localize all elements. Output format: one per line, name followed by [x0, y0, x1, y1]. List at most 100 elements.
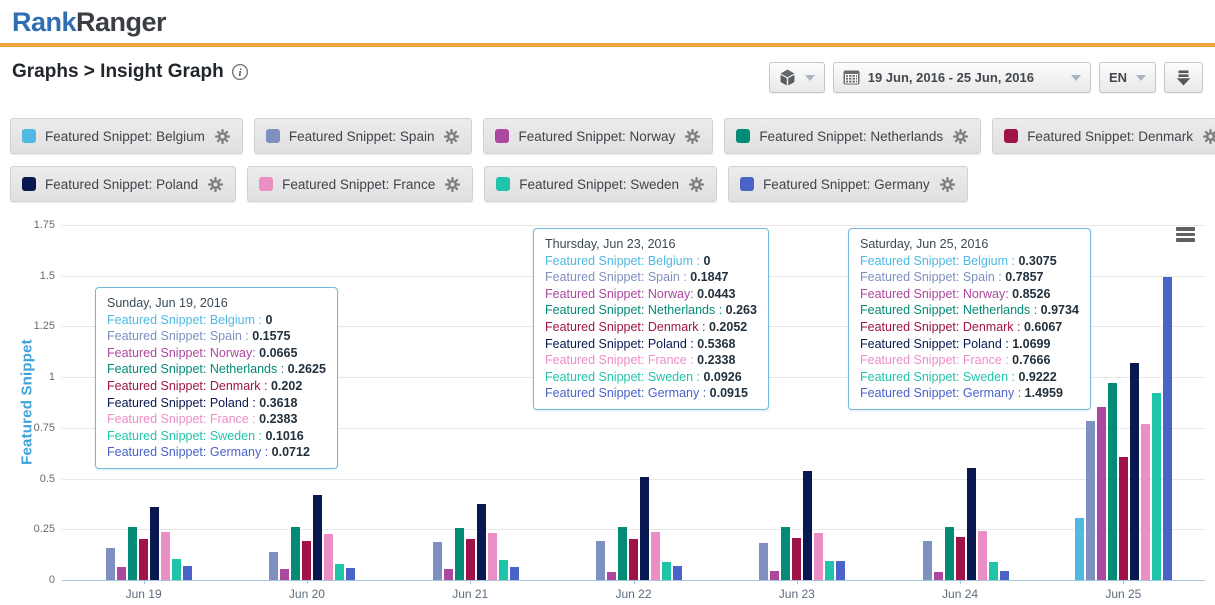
bar-spain[interactable]: [106, 548, 116, 580]
bar-france[interactable]: [324, 534, 334, 580]
rankranger-logo[interactable]: RankRanger: [12, 7, 167, 38]
tooltip-value: 0.0443: [697, 286, 736, 301]
bar-germany[interactable]: [836, 561, 846, 580]
bar-netherlands[interactable]: [781, 527, 791, 580]
series-color-swatch: [1004, 129, 1019, 143]
download-button[interactable]: [1164, 62, 1203, 93]
bar-netherlands[interactable]: [454, 528, 464, 580]
bar-poland[interactable]: [313, 495, 323, 580]
bar-norway[interactable]: [770, 571, 780, 580]
legend-chip-belgium[interactable]: Featured Snippet: Belgium: [10, 118, 243, 154]
bar-netherlands[interactable]: [128, 527, 138, 580]
bar-norway[interactable]: [117, 567, 127, 580]
legend-chip-france[interactable]: Featured Snippet: France: [247, 166, 474, 202]
bar-spain[interactable]: [269, 552, 279, 580]
legend-chip-poland[interactable]: Featured Snippet: Poland: [10, 166, 237, 202]
bar-norway[interactable]: [933, 572, 943, 580]
bar-netherlands[interactable]: [617, 527, 627, 580]
bar-denmark[interactable]: [302, 541, 312, 580]
legend-chip-germany[interactable]: Featured Snippet: Germany: [728, 166, 968, 202]
bar-sweden[interactable]: [335, 564, 345, 580]
bar-sweden[interactable]: [498, 560, 508, 580]
bar-denmark[interactable]: [139, 539, 149, 580]
bar-sweden[interactable]: [172, 559, 182, 580]
bar-germany[interactable]: [509, 567, 519, 580]
tooltip-separator: :: [994, 270, 1006, 285]
bar-germany[interactable]: [999, 571, 1009, 580]
date-range-label: 19 Jun, 2016 - 25 Jun, 2016: [867, 70, 1034, 85]
language-select-button[interactable]: EN: [1098, 62, 1156, 93]
bar-poland[interactable]: [803, 471, 813, 580]
bar-france[interactable]: [161, 532, 171, 580]
legend-chip-sweden[interactable]: Featured Snippet: Sweden: [484, 166, 718, 202]
tooltip-value: 0.7666: [1012, 353, 1051, 368]
gear-icon[interactable]: [1203, 128, 1215, 144]
bar-denmark[interactable]: [1118, 457, 1128, 580]
tooltip-row: Featured Snippet: Denmark : 0.6067: [860, 319, 1079, 336]
module-select-button[interactable]: [768, 62, 825, 93]
bar-france[interactable]: [487, 533, 497, 580]
bar-denmark[interactable]: [955, 537, 965, 580]
tooltip-value: 0.0926: [703, 369, 742, 384]
bar-norway[interactable]: [606, 572, 616, 580]
bar-poland[interactable]: [150, 507, 160, 580]
tooltip-value: 0: [265, 312, 273, 327]
legend-chip-netherlands[interactable]: Featured Snippet: Netherlands: [724, 118, 982, 154]
bar-denmark[interactable]: [465, 539, 475, 580]
gear-icon[interactable]: [444, 128, 460, 144]
bar-poland[interactable]: [476, 504, 486, 580]
bar-sweden[interactable]: [1151, 393, 1161, 580]
bar-denmark[interactable]: [792, 538, 802, 580]
series-legend: Featured Snippet: Belgium Featured Snippe…: [10, 118, 1215, 214]
tooltip-separator: :: [699, 386, 710, 401]
tooltip-value: 0.1575: [252, 329, 291, 344]
bar-france[interactable]: [977, 531, 987, 580]
bar-france[interactable]: [1140, 424, 1150, 580]
bar-denmark[interactable]: [628, 539, 638, 580]
bar-belgium[interactable]: [1074, 518, 1084, 580]
bar-poland[interactable]: [1129, 363, 1139, 580]
bar-spain[interactable]: [759, 543, 769, 580]
bar-poland[interactable]: [639, 477, 649, 580]
tooltip-value: 1.4959: [1024, 386, 1063, 401]
bar-sweden[interactable]: [661, 562, 671, 580]
info-icon[interactable]: i: [231, 63, 249, 81]
bar-germany[interactable]: [672, 566, 682, 580]
bar-germany[interactable]: [183, 566, 193, 580]
chart-menu-icon[interactable]: [1176, 227, 1195, 244]
date-range-button[interactable]: 19 Jun, 2016 - 25 Jun, 2016: [832, 62, 1091, 93]
legend-row: Featured Snippet: Belgium Featured Snippe…: [10, 118, 1215, 154]
bar-netherlands[interactable]: [291, 527, 301, 580]
tooltip-separator: :: [698, 319, 709, 334]
bar-norway[interactable]: [443, 569, 453, 580]
bar-sweden[interactable]: [825, 561, 835, 580]
bar-netherlands[interactable]: [1107, 383, 1117, 580]
bar-france[interactable]: [650, 532, 660, 580]
bar-spain[interactable]: [432, 542, 442, 580]
bar-spain[interactable]: [1085, 421, 1095, 580]
bar-norway[interactable]: [280, 569, 290, 580]
bar-sweden[interactable]: [988, 562, 998, 580]
gear-icon[interactable]: [214, 128, 230, 144]
gear-icon[interactable]: [685, 128, 701, 144]
gear-icon[interactable]: [939, 176, 955, 192]
gear-icon[interactable]: [689, 176, 705, 192]
bar-poland[interactable]: [966, 468, 976, 580]
tooltip-value: 0.5368: [697, 336, 736, 351]
bar-netherlands[interactable]: [944, 527, 954, 580]
bar-spain[interactable]: [595, 541, 605, 580]
gear-icon[interactable]: [208, 176, 224, 192]
breadcrumb[interactable]: Graphs > Insight Graph i: [12, 61, 249, 83]
legend-chip-spain[interactable]: Featured Snippet: Spain: [253, 118, 473, 154]
bar-germany[interactable]: [346, 568, 356, 580]
legend-chip-denmark[interactable]: Featured Snippet: Denmark: [992, 118, 1215, 154]
bar-france[interactable]: [814, 533, 824, 580]
legend-chip-norway[interactable]: Featured Snippet: Norway: [483, 118, 714, 154]
gear-icon[interactable]: [445, 176, 461, 192]
bar-spain[interactable]: [922, 541, 932, 580]
bar-germany[interactable]: [1162, 277, 1172, 580]
bar-norway[interactable]: [1096, 407, 1106, 580]
gear-icon[interactable]: [953, 128, 969, 144]
series-color-swatch: [265, 129, 280, 143]
